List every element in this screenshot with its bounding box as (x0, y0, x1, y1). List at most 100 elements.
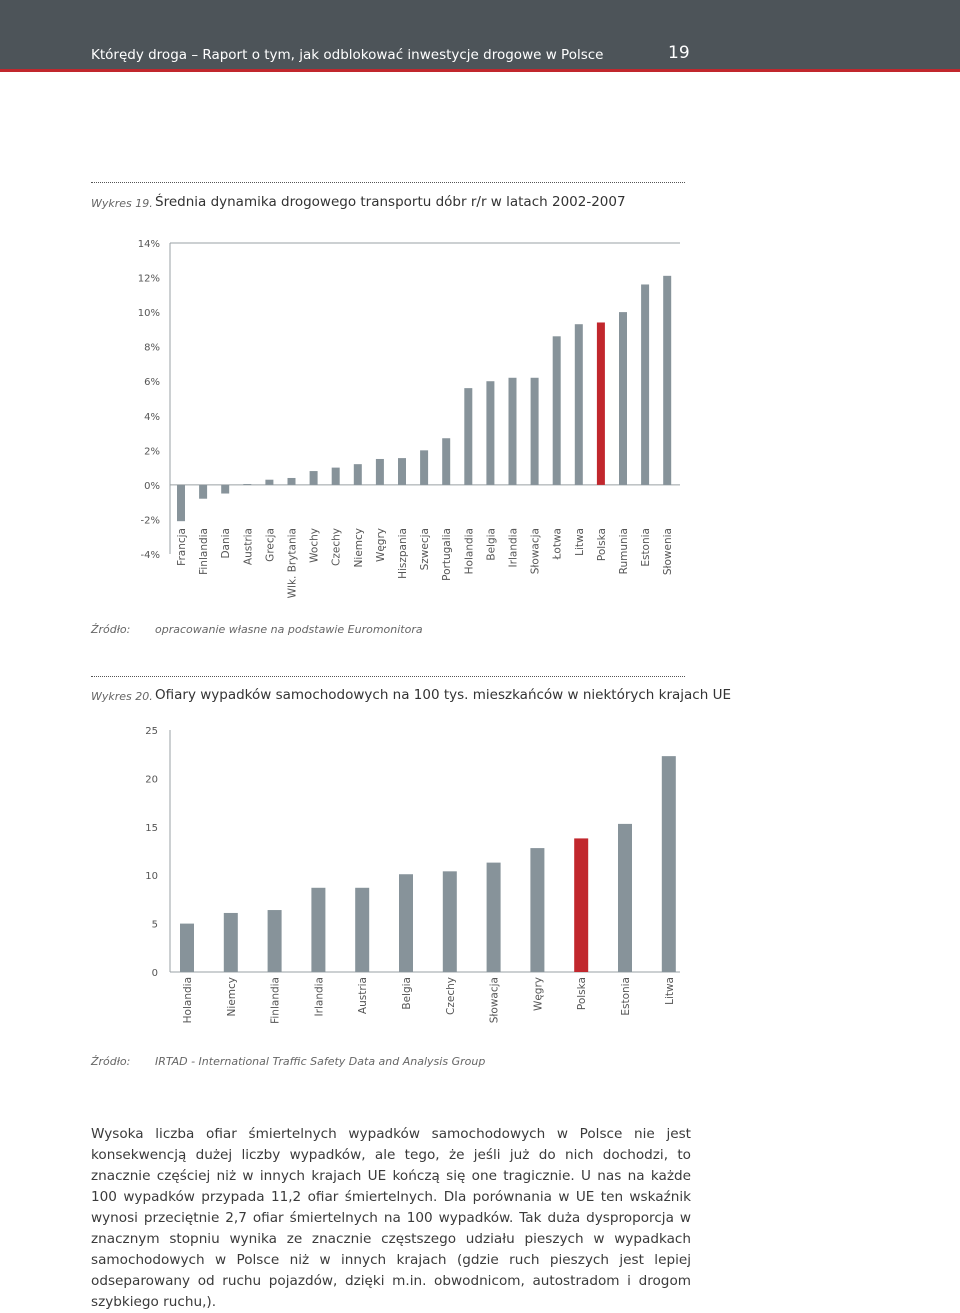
category-label: Grecja (264, 528, 276, 562)
category-label: Holandia (182, 977, 194, 1023)
figure2-source-text: IRTAD - International Traffic Safety Dat… (155, 1055, 486, 1068)
y-tick-label: 14% (138, 239, 160, 250)
category-label: Austria (242, 528, 254, 565)
category-label: Finlandia (198, 528, 210, 575)
category-label: Francja (176, 528, 188, 566)
bar-10 (618, 823, 632, 972)
bar-1 (223, 912, 238, 972)
page-number: 19 (668, 43, 690, 63)
category-label: Czechy (445, 977, 457, 1015)
category-label: Węgry (375, 528, 387, 562)
y-tick-label: 4% (144, 412, 160, 423)
category-label: Łotwa (552, 528, 564, 560)
bar-12 (442, 438, 451, 485)
bar-7 (486, 862, 501, 972)
bar-3 (311, 887, 326, 972)
bar-4 (265, 479, 274, 485)
category-label: Holandia (463, 528, 475, 574)
category-label: Irlandia (313, 977, 325, 1016)
category-label: Węgry (532, 977, 544, 1011)
category-label: Belgia (401, 977, 413, 1010)
category-label: Hiszpania (397, 528, 409, 579)
bar-2 (267, 910, 282, 972)
bar-21 (641, 284, 650, 485)
figure1-title: Średnia dynamika drogowego transportu dó… (155, 194, 626, 210)
bar-11 (420, 450, 429, 485)
body-paragraph: Wysoka liczba ofiar śmiertelnych wypadkó… (91, 1126, 691, 1310)
bar-8 (353, 464, 362, 485)
y-tick-label: 10% (138, 308, 160, 319)
y-tick-label: 10 (145, 871, 158, 882)
category-label: Słowenia (662, 528, 674, 575)
category-label: Wochy (309, 528, 321, 563)
category-label: Litwa (574, 528, 586, 556)
category-label: Polska (576, 977, 588, 1010)
bar-18 (574, 324, 583, 485)
category-label: Portugalia (441, 528, 453, 581)
chart1-growth: 14% 12% 10% 8% 6% 4% 2% 0% -2% -4% Francja Finlandi… (138, 239, 680, 598)
y-tick-label: 15 (145, 823, 158, 834)
bar-2 (221, 484, 230, 494)
category-label: Irlandia (508, 528, 520, 567)
y-tick-label: 5 (152, 920, 158, 931)
y-tick-label: 25 (145, 726, 158, 737)
bar-22 (663, 275, 672, 485)
category-label: Czechy (331, 528, 343, 566)
bar-17 (552, 336, 561, 485)
y-tick-label: 12% (138, 274, 160, 285)
bar-6 (309, 471, 318, 485)
category-label: Dania (220, 528, 232, 559)
figure2-rule (91, 676, 685, 677)
category-label: Niemcy (353, 528, 365, 567)
bar-4 (355, 887, 370, 972)
bar-5 (287, 477, 296, 485)
bar-1 (199, 484, 208, 499)
bar-0 (177, 484, 185, 522)
bar-13 (464, 388, 473, 485)
bar-20 (619, 312, 627, 485)
figure1-source-label: Źródło: (91, 623, 131, 636)
bar-15 (508, 377, 517, 485)
y-tick-label: 20 (145, 774, 158, 785)
figure2-label: Wykres 20. (91, 690, 153, 703)
y-tick-label: 0 (152, 968, 158, 979)
bar-14 (486, 381, 495, 485)
header-title: Którędy droga – Raport o tym, jak odblok… (91, 47, 604, 63)
bar-8 (530, 848, 545, 972)
category-label: Belgia (485, 528, 497, 561)
bar-9 (574, 838, 589, 972)
body-text: Wysoka liczba ofiar śmiertelnych wypadkó… (91, 1124, 691, 1313)
category-label: Słowacja (489, 977, 501, 1023)
category-label: Słowacja (530, 528, 542, 574)
bar-10 (398, 458, 406, 485)
header-band: Którędy droga – Raport o tym, jak odblok… (0, 0, 960, 72)
y-tick-label: 8% (144, 343, 160, 354)
figure1-label: Wykres 19. (91, 197, 153, 210)
category-label: Litwa (664, 977, 676, 1005)
chart2-fatalities: 25 20 15 10 5 0 Holandia Niemcy Finlandia Irlandi… (145, 726, 680, 1024)
bar-11 (661, 756, 676, 972)
y-tick-label: 2% (144, 446, 160, 457)
y-tick-label: -2% (141, 515, 160, 526)
bar-7 (331, 467, 340, 485)
bar-16 (530, 377, 539, 485)
category-label: Estonia (620, 977, 632, 1016)
y-tick-label: 6% (144, 377, 160, 388)
bar-19 (596, 322, 605, 485)
figure2-title: Ofiary wypadków samochodowych na 100 tys… (155, 687, 731, 703)
category-label: Finlandia (270, 977, 282, 1024)
bar-3 (243, 484, 252, 485)
category-label: Rumunia (618, 528, 630, 574)
category-label: Polska (596, 528, 608, 561)
bar-6 (442, 871, 457, 972)
category-label: Estonia (640, 528, 652, 567)
figure2-source-label: Źródło: (91, 1055, 131, 1068)
figure1-source-text: opracowanie własne na podstawie Euromoni… (155, 623, 423, 636)
bar-9 (375, 458, 384, 485)
category-label: Niemcy (226, 977, 238, 1016)
category-label: Austria (357, 977, 369, 1014)
y-tick-label: 0% (144, 481, 160, 492)
category-label: Wlk. Brytania (287, 528, 299, 598)
figure1-rule (91, 182, 685, 183)
bar-5 (399, 874, 413, 972)
